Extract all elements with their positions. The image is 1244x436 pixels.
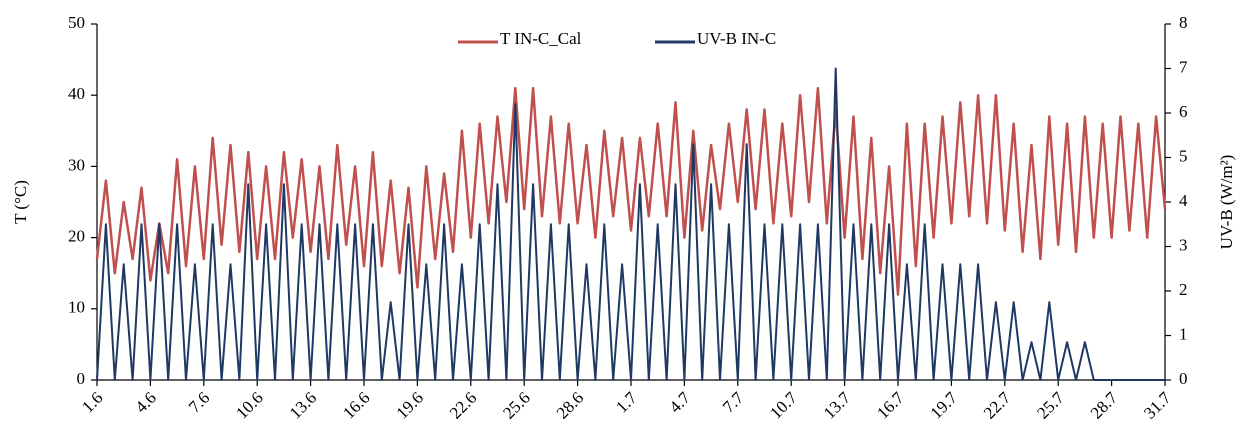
x-tick-label: 1.6 — [78, 388, 106, 416]
series-line — [96, 67, 1165, 381]
y2-tick-label: 4 — [1179, 191, 1188, 210]
y2-tick-label: 8 — [1179, 13, 1188, 32]
y-tick-label: 50 — [68, 13, 85, 32]
y2-tick-label: 6 — [1179, 102, 1188, 121]
x-tick-label: 25.7 — [1033, 388, 1068, 423]
x-tick-label: 16.6 — [339, 388, 373, 422]
legend-label: UV-B IN-C — [697, 29, 776, 48]
x-tick-label: 25.6 — [499, 388, 533, 422]
y-tick-label: 40 — [68, 84, 85, 103]
y2-tick-label: 5 — [1179, 146, 1188, 165]
y2-axis-label: UV-B (W/m²) — [1217, 155, 1236, 250]
y2-tick-label: 7 — [1179, 57, 1188, 76]
x-tick-label: 22.7 — [980, 388, 1015, 423]
x-tick-label: 7.6 — [185, 388, 213, 416]
y-tick-label: 20 — [68, 227, 85, 246]
x-tick-label: 4.7 — [666, 388, 695, 417]
x-tick-label: 7.7 — [719, 388, 748, 417]
y-tick-label: 30 — [68, 155, 85, 174]
x-tick-label: 19.7 — [927, 388, 962, 423]
x-tick-label: 4.6 — [132, 388, 160, 416]
y2-tick-label: 3 — [1179, 235, 1188, 254]
x-tick-label: 19.6 — [393, 388, 427, 422]
x-tick-label: 22.6 — [446, 388, 480, 422]
x-tick-label: 28.7 — [1087, 388, 1122, 423]
x-tick-label: 28.6 — [553, 388, 587, 422]
y-tick-label: 0 — [77, 369, 86, 388]
series-line — [95, 86, 1167, 296]
legend-label: T IN-C_Cal — [500, 29, 582, 48]
y2-tick-label: 2 — [1179, 280, 1188, 299]
y2-tick-label: 0 — [1179, 369, 1188, 388]
y2-tick-label: 1 — [1179, 324, 1188, 343]
x-tick-label: 13.7 — [820, 388, 855, 423]
y-tick-label: 10 — [68, 298, 85, 317]
x-tick-label: 16.7 — [873, 388, 908, 423]
y-axis-label: T (°C) — [11, 180, 30, 224]
x-tick-label: 13.6 — [286, 388, 320, 422]
x-tick-label: 31.7 — [1140, 388, 1175, 423]
x-tick-label: 1.7 — [612, 388, 641, 417]
x-tick-label: 10.6 — [232, 388, 266, 422]
x-tick-label: 10.7 — [766, 388, 801, 423]
